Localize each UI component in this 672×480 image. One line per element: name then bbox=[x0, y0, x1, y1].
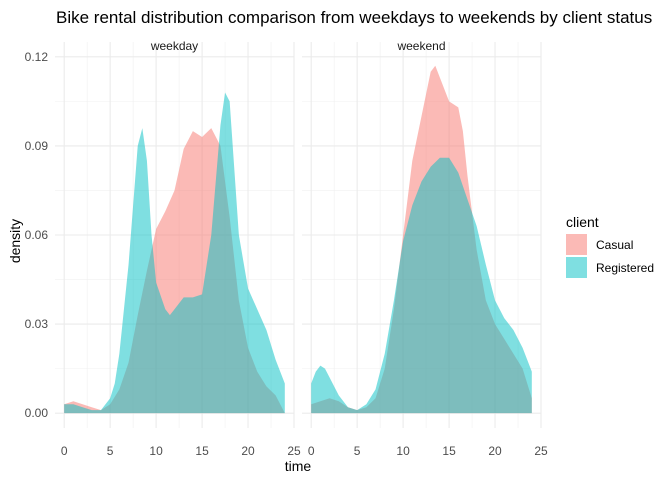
x-tick-label: 10 bbox=[396, 444, 410, 458]
legend: client Casual Registered bbox=[566, 214, 654, 278]
x-tick-label: 15 bbox=[442, 444, 456, 458]
x-tick-label: 5 bbox=[107, 444, 114, 458]
density-area-weekday-registered bbox=[64, 92, 285, 414]
y-tick-label: 0.00 bbox=[25, 406, 49, 420]
y-tick-label: 0.03 bbox=[25, 317, 49, 331]
facet-panel-weekend: weekend 0 5 10 15 20 25 bbox=[302, 39, 548, 458]
x-tick-label: 20 bbox=[488, 444, 502, 458]
x-tick-label: 5 bbox=[354, 444, 361, 458]
x-tick-label: 20 bbox=[241, 444, 255, 458]
chart-title: Bike rental distribution comparison from… bbox=[56, 8, 652, 27]
facet-strip-label: weekday bbox=[150, 39, 198, 53]
facet-strip-label: weekend bbox=[396, 39, 445, 53]
x-axis-title: time bbox=[285, 458, 312, 474]
x-tick-label: 25 bbox=[534, 444, 548, 458]
x-tick-label: 10 bbox=[149, 444, 163, 458]
legend-key-casual bbox=[566, 234, 587, 255]
legend-label-registered: Registered bbox=[596, 261, 654, 275]
x-tick-label: 25 bbox=[287, 444, 301, 458]
y-tick-label: 0.06 bbox=[25, 228, 49, 242]
legend-entries: Casual Registered bbox=[566, 234, 654, 278]
x-tick-label: 0 bbox=[308, 444, 315, 458]
x-tick-label: 0 bbox=[61, 444, 68, 458]
legend-title: client bbox=[566, 214, 599, 230]
facet-panels: weekday 0 5 10 15 20 25 weekend 0 5 10 15 20 25 0.00 0.… bbox=[25, 39, 548, 458]
legend-label-casual: Casual bbox=[596, 238, 633, 252]
facet-panel-weekday: weekday 0 5 10 15 20 25 bbox=[55, 39, 301, 458]
y-axis-title: density bbox=[7, 219, 23, 263]
legend-key-registered bbox=[566, 257, 587, 278]
y-tick-label: 0.12 bbox=[25, 50, 49, 64]
y-tick-label: 0.09 bbox=[25, 139, 49, 153]
x-tick-label: 15 bbox=[195, 444, 209, 458]
density-area-weekend-registered bbox=[311, 157, 532, 414]
